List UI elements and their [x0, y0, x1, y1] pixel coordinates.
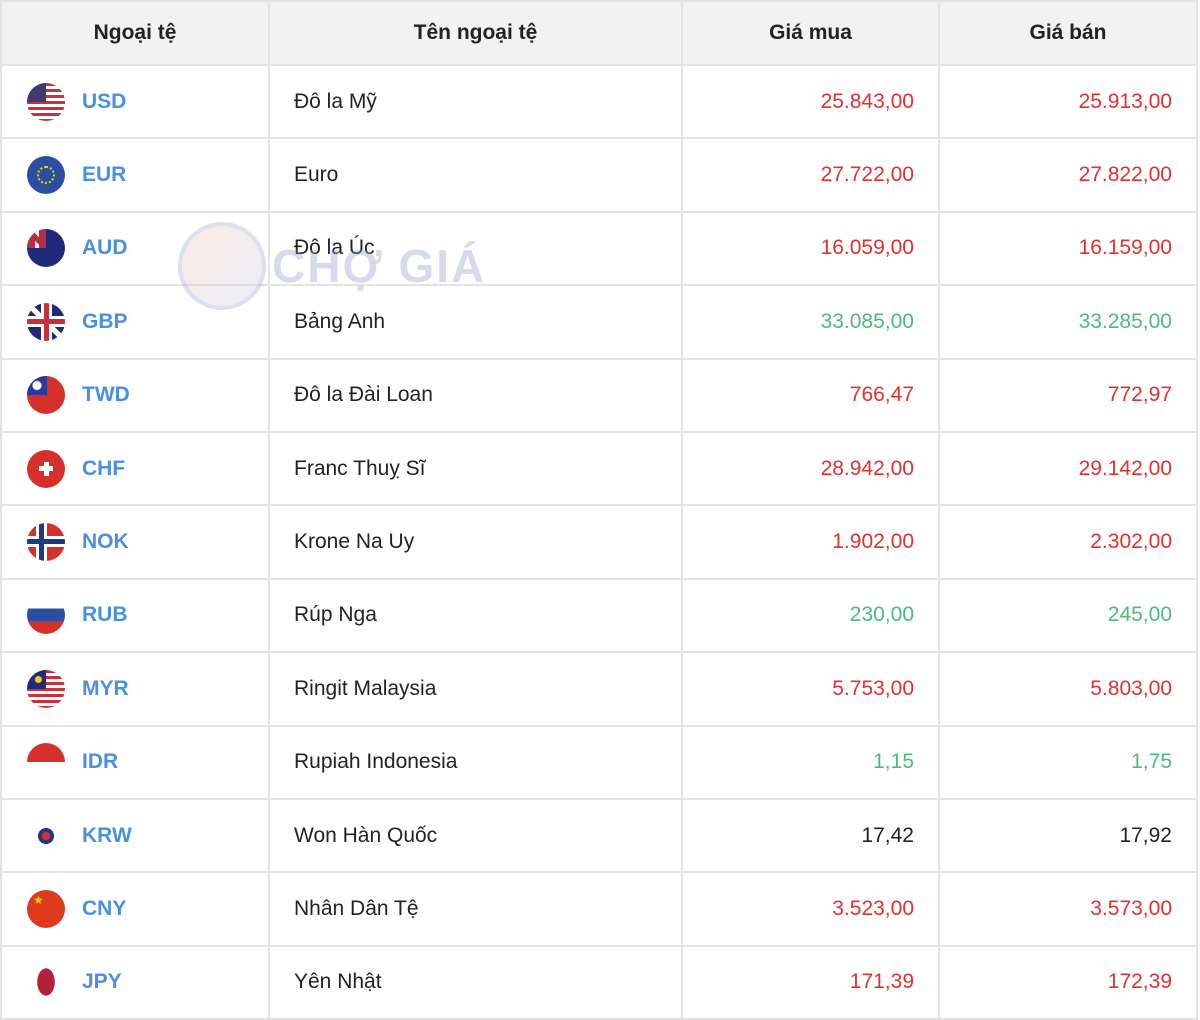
currency-name: Yên Nhật	[268, 944, 683, 1020]
currency-code-cell: MYR	[0, 651, 270, 727]
currency-name: Rupiah Indonesia	[268, 724, 683, 800]
currency-name: Ringit Malaysia	[268, 651, 683, 727]
table-header-row: Ngoại tệ Tên ngoại tệ Giá mua Giá bán	[0, 0, 1198, 66]
buy-price: 27.722,00	[681, 137, 940, 213]
currency-code-cell: JPY	[0, 944, 270, 1020]
sell-price: 3.573,00	[938, 871, 1198, 947]
table-row: GBP Bảng Anh 33.085,00 33.285,00	[0, 284, 1198, 360]
currency-code-link[interactable]: AUD	[82, 236, 128, 260]
sell-price: 27.822,00	[938, 137, 1198, 213]
currency-name: Franc Thuỵ Sĩ	[268, 430, 683, 507]
sell-price: 29.142,00	[938, 430, 1198, 507]
buy-price: 3.523,00	[681, 871, 940, 947]
flag-eur-icon	[27, 156, 65, 195]
currency-name: Bảng Anh	[268, 284, 683, 360]
sell-price: 25.913,00	[938, 63, 1198, 140]
flag-cny-icon	[27, 889, 65, 928]
currency-code-cell: USD	[0, 63, 270, 140]
currency-code-link[interactable]: MYR	[82, 676, 129, 700]
currency-code-link[interactable]: USD	[82, 89, 127, 113]
currency-name: Đô la Úc	[268, 210, 683, 287]
currency-name: Nhân Dân Tệ	[268, 871, 683, 947]
table-row: AUD Đô la Úc 16.059,00 16.159,00	[0, 210, 1198, 287]
table-row: KRW Won Hàn Quốc 17,42 17,92	[0, 797, 1198, 874]
sell-price: 33.285,00	[938, 284, 1198, 360]
flag-krw-icon	[27, 816, 65, 855]
currency-code-cell: CHF	[0, 430, 270, 507]
currency-code-cell: KRW	[0, 797, 270, 874]
sell-price: 245,00	[938, 577, 1198, 654]
table-row: JPY Yên Nhật 171,39 172,39	[0, 944, 1198, 1020]
header-currency-name: Tên ngoại tệ	[268, 0, 683, 66]
sell-price: 772,97	[938, 357, 1198, 433]
sell-price: 2.302,00	[938, 504, 1198, 580]
header-sell-price: Giá bán	[938, 0, 1198, 66]
currency-code-link[interactable]: KRW	[82, 823, 132, 847]
currency-name: Rúp Nga	[268, 577, 683, 654]
buy-price: 230,00	[681, 577, 940, 654]
buy-price: 16.059,00	[681, 210, 940, 287]
currency-code-cell: IDR	[0, 724, 270, 800]
buy-price: 17,42	[681, 797, 940, 874]
currency-code-link[interactable]: IDR	[82, 750, 119, 774]
flag-aud-icon	[27, 229, 65, 268]
currency-code-link[interactable]: CHF	[82, 456, 126, 480]
sell-price: 5.803,00	[938, 651, 1198, 727]
buy-price: 25.843,00	[681, 63, 940, 140]
table-row: NOK Krone Na Uy 1.902,00 2.302,00	[0, 504, 1198, 580]
buy-price: 171,39	[681, 944, 940, 1020]
currency-code-link[interactable]: NOK	[82, 530, 129, 554]
currency-name: Đô la Đài Loan	[268, 357, 683, 433]
buy-price: 5.753,00	[681, 651, 940, 727]
table-row: RUB Rúp Nga 230,00 245,00	[0, 577, 1198, 654]
buy-price: 33.085,00	[681, 284, 940, 360]
flag-rub-icon	[27, 596, 65, 635]
flag-idr-icon	[27, 743, 65, 782]
currency-name: Euro	[268, 137, 683, 213]
buy-price: 1.902,00	[681, 504, 940, 580]
flag-gbp-icon	[27, 302, 65, 341]
currency-code-cell: NOK	[0, 504, 270, 580]
currency-code-link[interactable]: JPY	[82, 970, 122, 994]
table-row: USD Đô la Mỹ 25.843,00 25.913,00	[0, 63, 1198, 140]
currency-name: Krone Na Uy	[268, 504, 683, 580]
sell-price: 172,39	[938, 944, 1198, 1020]
currency-code-cell: GBP	[0, 284, 270, 360]
flag-jpy-icon	[27, 963, 65, 1002]
sell-price: 17,92	[938, 797, 1198, 874]
currency-code-link[interactable]: GBP	[82, 309, 128, 333]
buy-price: 766,47	[681, 357, 940, 433]
currency-code-link[interactable]: EUR	[82, 163, 127, 187]
flag-myr-icon	[27, 669, 65, 708]
flag-usd-icon	[27, 82, 65, 121]
currency-code-link[interactable]: RUB	[82, 603, 128, 627]
flag-nok-icon	[27, 523, 65, 562]
buy-price: 28.942,00	[681, 430, 940, 507]
buy-price: 1,15	[681, 724, 940, 800]
flag-chf-icon	[27, 449, 65, 488]
table-row: EUR Euro 27.722,00 27.822,00	[0, 137, 1198, 213]
currency-name: Đô la Mỹ	[268, 63, 683, 140]
table-row: CHF Franc Thuỵ Sĩ 28.942,00 29.142,00	[0, 430, 1198, 507]
currency-name: Won Hàn Quốc	[268, 797, 683, 874]
currency-code-cell: RUB	[0, 577, 270, 654]
table-row: MYR Ringit Malaysia 5.753,00 5.803,00	[0, 651, 1198, 727]
table-row: TWD Đô la Đài Loan 766,47 772,97	[0, 357, 1198, 433]
currency-code-cell: CNY	[0, 871, 270, 947]
table-row: CNY Nhân Dân Tệ 3.523,00 3.573,00	[0, 871, 1198, 947]
currency-code-cell: TWD	[0, 357, 270, 433]
sell-price: 1,75	[938, 724, 1198, 800]
header-currency-code: Ngoại tệ	[0, 0, 270, 66]
currency-code-link[interactable]: CNY	[82, 896, 127, 920]
currency-code-cell: EUR	[0, 137, 270, 213]
header-buy-price: Giá mua	[681, 0, 940, 66]
currency-code-link[interactable]: TWD	[82, 383, 130, 407]
sell-price: 16.159,00	[938, 210, 1198, 287]
flag-twd-icon	[27, 376, 65, 415]
currency-code-cell: AUD	[0, 210, 270, 287]
table-row: IDR Rupiah Indonesia 1,15 1,75	[0, 724, 1198, 800]
